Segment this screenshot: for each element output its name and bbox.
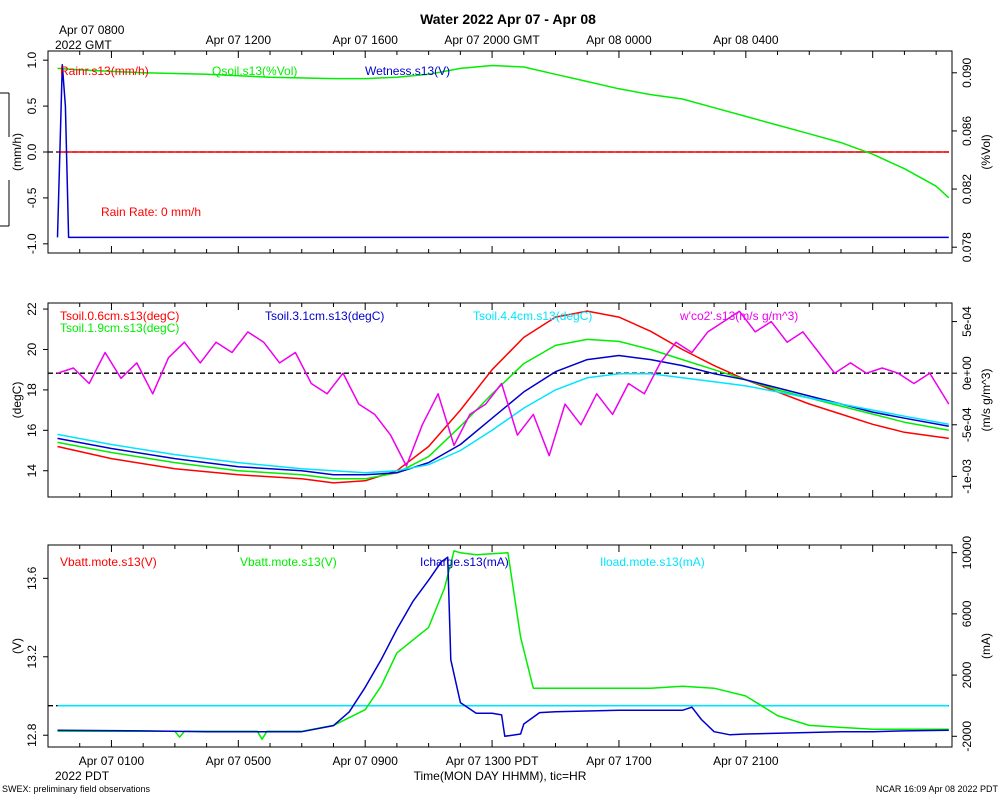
- legend-entry: Wetness.s13(V): [365, 64, 450, 78]
- top-axis-labels: Apr 07 1200 Apr 07 1600 Apr 07 2000 GMT Apr…: [206, 33, 779, 47]
- right-tick-label: 10000: [960, 536, 974, 570]
- rain-rate-annotation: Rain Rate: 0 mm/h: [101, 205, 201, 219]
- legend-entry: Tsoil.0.6cm.s13(degC): [60, 309, 179, 323]
- right-tick-label: 0.086: [960, 116, 974, 146]
- right-tick-label: 2000: [960, 661, 974, 688]
- series-blue: [57, 354, 949, 476]
- panel-power: 13.6 13.2 12.8 10000 6000 2000 -2000 (V) (mA) Vba…: [10, 536, 993, 752]
- right-tick-label: 0.090: [960, 57, 974, 87]
- series-green: [57, 64, 950, 199]
- bottom-axis-label: Apr 07 1300 PDT: [446, 754, 539, 768]
- series-magenta: [57, 310, 950, 467]
- left-tick-label: -1.0: [25, 233, 39, 254]
- left-tick-label: 16: [25, 423, 39, 437]
- legend-entry: Tsoil.3.1cm.s13(degC): [265, 309, 384, 323]
- legend-entry: Tsoil.4.4cm.s13(degC): [473, 309, 592, 323]
- left-tick-label: 18: [25, 383, 39, 397]
- right-axis-label: (m/s g/m^3): [979, 369, 993, 432]
- top-axis-first-label-line2: 2022 GMT: [55, 38, 112, 52]
- right-tick-label: -5e-04: [960, 407, 974, 442]
- legend-entry: Tsoil.1.9cm.s13(degC): [60, 321, 179, 335]
- left-tick-label: 1.0: [25, 52, 39, 69]
- legend-entry: Iload.mote.s13(mA): [600, 555, 705, 569]
- left-tick-label: 0.5: [25, 97, 39, 114]
- legend-entry: Vbatt.mote.s13(V): [60, 555, 157, 569]
- left-tick-label: 13.6: [25, 566, 39, 590]
- panel-water: 1.0 0.5 0.0 -0.5 -1.0 0.090 0.086 0.082 0.078 (mm…: [10, 50, 993, 262]
- left-tick-label: 12.8: [25, 723, 39, 747]
- legend-entry: Icharge.s13(mA): [420, 555, 509, 569]
- left-tick-label: -0.5: [25, 187, 39, 208]
- x-axis-label: Time(MON DAY HHMM), tic=HR: [414, 769, 587, 783]
- bottom-axis-label: Apr 07 2100: [713, 754, 779, 768]
- footer-left: SWEX: preliminary field observations: [2, 784, 151, 794]
- bottom-axis-label: Apr 07 0900: [332, 754, 398, 768]
- right-tick-label: 6000: [960, 600, 974, 627]
- bottom-axis-label: Apr 07 0500: [206, 754, 272, 768]
- right-tick-label: 0e+00: [960, 356, 974, 390]
- top-axis-first-label-line1: Apr 07 0800: [59, 23, 125, 37]
- bottom-axis-label: Apr 07 1700: [586, 754, 652, 768]
- legend-entry: Qsoil.s13(%Vol): [212, 64, 297, 78]
- series-cyan: [57, 372, 949, 474]
- top-axis-label: Apr 07 2000 GMT: [444, 33, 540, 47]
- left-axis-label: (mm/h): [10, 133, 24, 171]
- chart-title: Water 2022 Apr 07 - Apr 08: [420, 11, 596, 27]
- plot-frame: [47, 302, 953, 498]
- right-tick-label: 0.082: [960, 174, 974, 204]
- left-tick-label: 14: [25, 464, 39, 478]
- top-axis-label: Apr 07 1600: [332, 33, 398, 47]
- top-axis-label: Apr 08 0400: [713, 33, 779, 47]
- right-tick-label: -2000: [960, 721, 974, 752]
- left-frame-decoration: [0, 92, 10, 227]
- bottom-axis-sub-label: 2022 PDT: [55, 769, 110, 783]
- plot-frame: [47, 544, 953, 748]
- bottom-axis-labels: Apr 07 0100 Apr 07 0500 Apr 07 0900 Apr 07 …: [79, 754, 779, 768]
- panel-temperature: 22 20 18 16 14 5e-04 0e+00 -5e-04 -1e-03 (degC) (m…: [10, 302, 993, 498]
- right-tick-label: -1e-03: [960, 459, 974, 494]
- bottom-axis-label: Apr 07 0100: [79, 754, 145, 768]
- right-tick-label: 5e-04: [960, 306, 974, 337]
- left-axis-label: (degC): [10, 382, 24, 419]
- series-blue: [57, 556, 949, 738]
- footer-right: NCAR 16:09 Apr 08 2022 PDT: [876, 784, 999, 794]
- left-axis-label: (V): [10, 638, 24, 654]
- right-axis-label: (mA): [979, 633, 993, 659]
- left-tick-label: 13.2: [25, 645, 39, 669]
- left-tick-label: 0.0: [25, 143, 39, 160]
- series-red: [57, 310, 949, 484]
- top-axis-label: Apr 07 1200: [206, 33, 272, 47]
- legend-entry: w'co2'.s13(m/s g/m^3): [679, 309, 798, 323]
- series-blue: [56, 64, 949, 239]
- left-tick-label: 22: [25, 302, 39, 316]
- legend-entry: Rainr.s13(mm/h): [60, 64, 149, 78]
- series-green: [57, 550, 949, 740]
- legend-entry: Vbatt.mote.s13(V): [240, 555, 337, 569]
- right-tick-label: 0.078: [960, 232, 974, 262]
- top-axis-label: Apr 08 0000: [586, 33, 652, 47]
- left-tick-label: 20: [25, 342, 39, 356]
- right-axis-label: (%Vol): [979, 134, 993, 169]
